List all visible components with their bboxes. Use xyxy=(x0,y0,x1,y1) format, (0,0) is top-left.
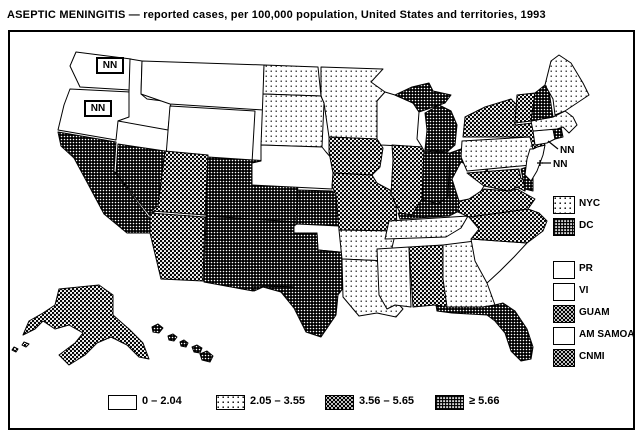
state-mo xyxy=(331,172,398,232)
territory-label-cnmi: CNMI xyxy=(579,351,605,362)
state-nm xyxy=(203,215,297,292)
territory-label-dc: DC xyxy=(579,220,594,231)
nn-callout-label-1: NN xyxy=(560,145,574,156)
territory-label-am-samoa: AM SAMOA xyxy=(579,329,635,340)
territory-swatch-am-samoa xyxy=(553,327,575,345)
legend-range-label-c1: 0 – 2.04 xyxy=(142,395,182,407)
nn-callouts: NN NN xyxy=(537,140,574,170)
legend-swatch-c3 xyxy=(325,395,354,410)
state-ms xyxy=(376,246,412,310)
legend-swatch-c4 xyxy=(435,395,464,410)
nn-cross-mark xyxy=(537,160,543,166)
state-wi xyxy=(376,91,423,148)
state-ct xyxy=(532,128,556,146)
state-pa xyxy=(460,136,535,172)
territory-swatch-guam xyxy=(553,305,575,323)
nn-box-washington: NN xyxy=(96,57,124,74)
state-sd xyxy=(260,93,325,148)
state-nc xyxy=(468,208,548,244)
territory-swatch-pr xyxy=(553,261,575,279)
territory-label-nyc: NYC xyxy=(579,198,601,209)
map-title: ASEPTIC MENINGITIS — reported cases, per… xyxy=(7,9,546,21)
nn-leader-line xyxy=(547,140,559,150)
state-nd xyxy=(262,64,322,97)
state-ut xyxy=(150,150,209,216)
state-az xyxy=(149,212,206,282)
state-ky xyxy=(397,191,478,220)
legend-range-label-c2: 2.05 – 3.55 xyxy=(250,395,306,407)
state-me xyxy=(544,54,590,116)
state-mi xyxy=(394,82,458,153)
territory-swatch-dc xyxy=(553,218,575,236)
territory-label-pr: PR xyxy=(579,263,593,274)
state-nh xyxy=(530,84,554,122)
state-ca xyxy=(57,131,151,234)
territory-label-guam: GUAM xyxy=(579,307,610,318)
state-mt xyxy=(140,60,265,111)
territory-label-vi: VI xyxy=(579,285,589,296)
state-ks xyxy=(296,189,341,227)
territory-swatch-vi xyxy=(553,283,575,301)
state-ma xyxy=(530,110,578,134)
legend-swatch-c2 xyxy=(216,395,245,410)
legend-swatch-c1 xyxy=(108,395,137,410)
state-ia xyxy=(328,136,384,176)
nn-callout-label-2: NN xyxy=(553,159,567,170)
state-tn xyxy=(384,215,469,240)
territory-swatch-nyc xyxy=(553,196,575,214)
state-tx xyxy=(251,232,353,338)
state-md xyxy=(466,168,528,192)
state-ne xyxy=(251,144,335,190)
legend-range-label-c4: ≥ 5.66 xyxy=(469,395,500,407)
state-hi xyxy=(151,323,214,363)
state-mn xyxy=(320,66,386,140)
legend-range-label-c3: 3.56 – 5.65 xyxy=(359,395,415,407)
territory-swatch-cnmi xyxy=(553,349,575,367)
nn-box-oregon: NN xyxy=(84,100,112,117)
state-in xyxy=(421,150,451,205)
state-fl xyxy=(435,302,534,362)
state-ak xyxy=(11,284,150,366)
